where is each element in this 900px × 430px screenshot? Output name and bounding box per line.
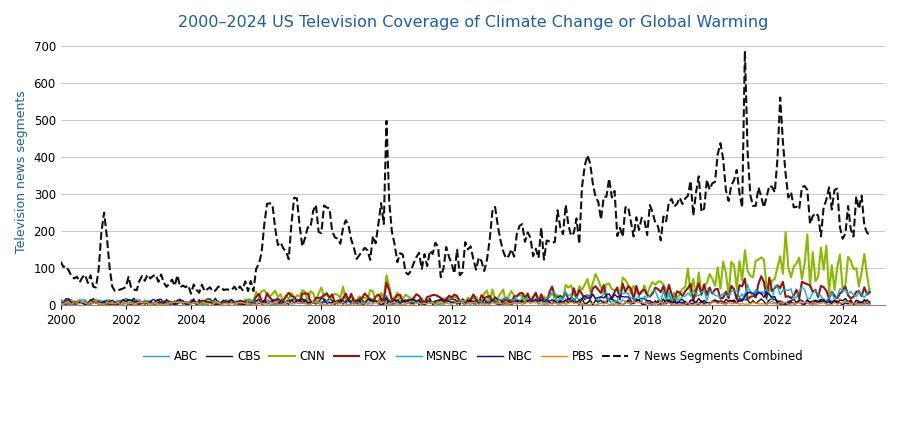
ABC	[786, 299, 796, 304]
CBS	[381, 295, 392, 300]
PBS	[696, 301, 706, 307]
Line: 7 News Segments Combined: 7 News Segments Combined	[60, 51, 869, 294]
CBS	[55, 298, 66, 303]
PBS	[842, 299, 853, 304]
CNN	[490, 297, 500, 302]
Line: CBS: CBS	[60, 298, 869, 305]
NBC	[864, 301, 875, 306]
MSNBC	[490, 298, 500, 303]
MSNBC	[55, 299, 66, 304]
PBS	[490, 301, 500, 306]
7 News Segments Combined	[55, 259, 66, 264]
FOX	[490, 295, 500, 300]
CNN	[786, 275, 796, 280]
FOX	[321, 291, 332, 296]
CBS	[319, 296, 329, 301]
ABC	[55, 297, 66, 302]
Line: MSNBC: MSNBC	[60, 285, 869, 305]
CBS	[786, 298, 796, 303]
CNN	[864, 290, 875, 295]
CNN	[55, 299, 66, 304]
CBS	[75, 298, 86, 303]
7 News Segments Combined	[490, 204, 500, 209]
MSNBC	[742, 282, 753, 287]
PBS	[783, 302, 794, 307]
ABC	[696, 299, 706, 304]
NBC	[563, 297, 574, 302]
CNN	[566, 283, 577, 288]
FOX	[75, 299, 86, 304]
FOX	[864, 290, 875, 295]
ABC	[321, 298, 332, 303]
Line: ABC: ABC	[60, 291, 869, 305]
ABC	[745, 288, 756, 293]
MSNBC	[864, 286, 875, 292]
NBC	[753, 290, 764, 295]
PBS	[864, 302, 875, 307]
7 News Segments Combined	[185, 291, 196, 296]
ABC	[566, 299, 577, 304]
CBS	[490, 299, 500, 304]
7 News Segments Combined	[740, 48, 751, 53]
CNN	[75, 297, 86, 302]
CBS	[698, 298, 709, 303]
MSNBC	[319, 300, 329, 305]
NBC	[487, 297, 498, 302]
CNN	[321, 290, 332, 295]
Y-axis label: Television news segments: Television news segments	[15, 90, 28, 253]
CBS	[566, 299, 577, 304]
7 News Segments Combined	[786, 190, 796, 195]
FOX	[786, 295, 796, 301]
PBS	[55, 301, 66, 306]
FOX	[55, 299, 66, 304]
NBC	[693, 302, 704, 307]
ABC	[864, 301, 875, 306]
NBC	[55, 302, 66, 307]
NBC	[783, 302, 794, 307]
ABC	[270, 302, 281, 307]
FOX	[756, 273, 767, 279]
MSNBC	[566, 292, 577, 297]
Title: 2000–2024 US Television Coverage of Climate Change or Global Warming: 2000–2024 US Television Coverage of Clim…	[177, 15, 768, 30]
Line: PBS: PBS	[60, 302, 869, 305]
Line: CNN: CNN	[60, 232, 869, 305]
MSNBC	[75, 298, 86, 304]
MSNBC	[786, 286, 796, 292]
ABC	[490, 297, 500, 302]
CBS	[588, 302, 598, 307]
7 News Segments Combined	[75, 280, 86, 285]
ABC	[75, 300, 86, 305]
MSNBC	[433, 302, 444, 307]
FOX	[566, 296, 577, 301]
PBS	[75, 301, 86, 307]
NBC	[837, 302, 848, 307]
7 News Segments Combined	[321, 205, 332, 210]
7 News Segments Combined	[696, 209, 706, 215]
PBS	[430, 302, 441, 307]
Line: NBC: NBC	[60, 292, 869, 305]
7 News Segments Combined	[566, 233, 577, 238]
CNN	[780, 230, 791, 235]
FOX	[696, 292, 706, 298]
7 News Segments Combined	[864, 233, 875, 238]
CBS	[864, 299, 875, 304]
FOX	[99, 302, 110, 307]
NBC	[319, 298, 329, 303]
PBS	[566, 299, 577, 304]
CNN	[696, 292, 706, 297]
Line: FOX: FOX	[60, 276, 869, 305]
PBS	[319, 302, 329, 307]
Legend: ABC, CBS, CNN, FOX, MSNBC, NBC, PBS, 7 News Segments Combined: ABC, CBS, CNN, FOX, MSNBC, NBC, PBS, 7 N…	[139, 345, 807, 368]
MSNBC	[696, 289, 706, 295]
CNN	[80, 302, 91, 307]
NBC	[75, 300, 86, 305]
